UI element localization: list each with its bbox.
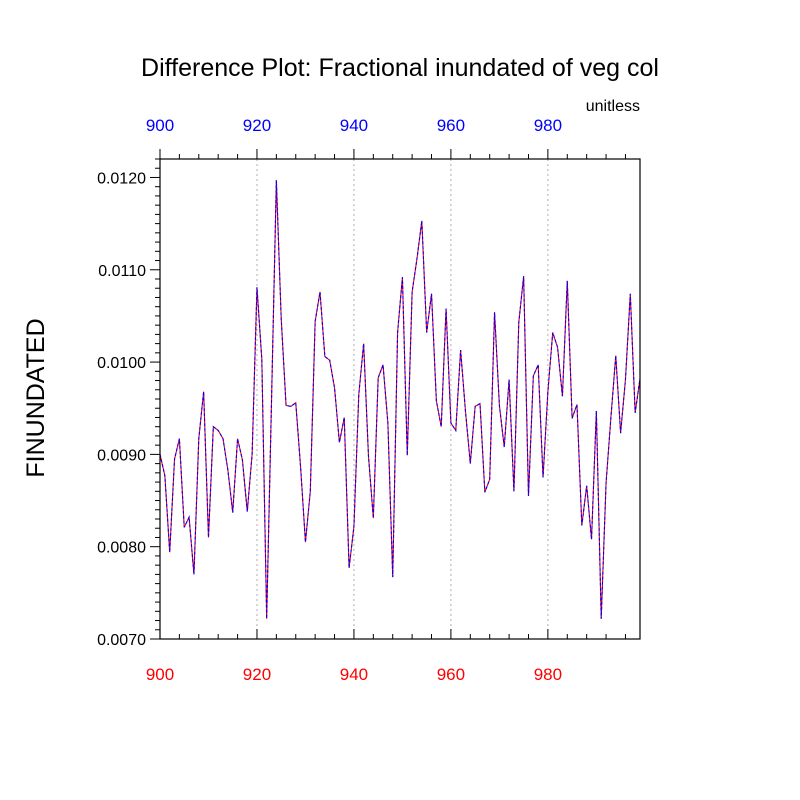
plot-frame [159, 158, 641, 640]
chart-title: Difference Plot: Fractional inundated of… [141, 54, 659, 82]
x-tick-label-top: 900 [146, 116, 174, 135]
units-label: unitless [586, 98, 640, 115]
y-tick-label: 0.0120 [97, 170, 146, 187]
y-tick-label: 0.0110 [98, 263, 146, 280]
series-group [159, 180, 641, 619]
y-tick-label: 0.0090 [97, 447, 146, 464]
y-tick-label: 0.0080 [97, 540, 146, 557]
axis-ticks [150, 149, 626, 640]
x-tick-label-top: 920 [243, 116, 271, 135]
y-tick-label: 0.0070 [97, 632, 146, 649]
x-tick-label-top: 940 [340, 116, 368, 135]
y-tick-label: 0.0100 [97, 355, 146, 372]
x-tick-label-bottom: 940 [340, 665, 368, 684]
series-line-a [159, 180, 641, 619]
x-tick-label-bottom: 980 [534, 665, 562, 684]
x-tick-label-top: 960 [437, 116, 465, 135]
y-axis-label: FINUNDATED [22, 318, 50, 477]
x-tick-label-top: 980 [534, 116, 562, 135]
x-tick-label-bottom: 900 [146, 665, 174, 684]
series-line-b [159, 180, 641, 619]
x-tick-label-bottom: 960 [437, 665, 465, 684]
tick-labels: 900 900 920 920 940 940 960 960 980 980 0.0070 0.00… [97, 116, 562, 684]
grid [256, 159, 549, 639]
x-tick-label-bottom: 920 [243, 665, 271, 684]
